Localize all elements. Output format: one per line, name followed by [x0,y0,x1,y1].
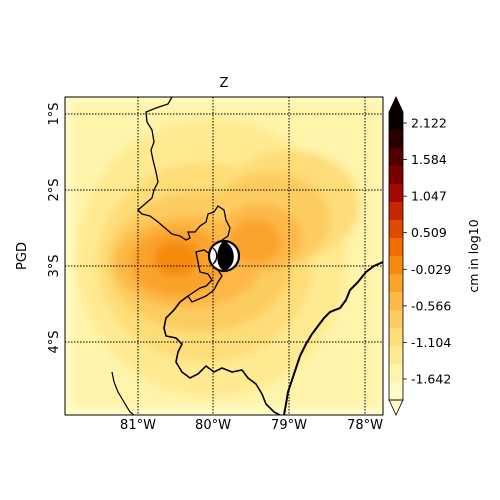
lon-tick-label: 80°W [195,418,231,433]
colorbar-tick-label: -1.642 [411,372,451,387]
colorbar-band [389,328,403,346]
colorbar-band [389,238,403,256]
colorbar-band [389,292,403,310]
colorbar-band [389,220,403,238]
colorbar-band [389,364,403,382]
latitude-ticks: 1°S 2°S 3°S 4°S [47,102,62,353]
colorbar-tick-label: 0.509 [411,225,447,240]
colorbar-tick-label: 2.122 [411,116,447,131]
colorbar-label: cm in log10 [466,219,481,292]
colorbar-band [389,112,403,130]
colorbar-band [389,274,403,292]
colorbar-band [389,256,403,274]
colorbar-ticks: 2.122 1.584 1.047 0.509 -0.029 -0.566 -1.104 -1… [403,116,451,387]
colorbar-tick-label: 1.047 [411,189,447,204]
lon-tick-label: 81°W [120,418,156,433]
colorbar-band [389,184,403,202]
colorbar-band [389,346,403,364]
colorbar: 2.122 1.584 1.047 0.509 -0.029 -0.566 -1.104 -1… [389,97,481,415]
colorbar-band [389,130,403,148]
colorbar-band [389,202,403,220]
colorbar-tick-label: 1.584 [411,152,447,167]
colorbar-extend-min [389,400,403,415]
colorbar-tick-label: -1.104 [411,335,451,350]
colorbar-extend-max [389,97,403,112]
lat-tick-label: 1°S [47,102,62,125]
colorbar-tick-label: -0.029 [411,262,451,277]
map-panel [65,97,383,415]
lon-tick-label: 79°W [271,418,307,433]
colorbar-tick-label: -0.566 [411,298,451,313]
side-label: PGD [15,242,30,270]
colorbar-band [389,382,403,400]
focal-mechanism-beachball [209,241,239,271]
colorbar-band [389,166,403,184]
lat-tick-label: 2°S [47,178,62,201]
lat-tick-label: 4°S [47,330,62,353]
longitude-ticks: 81°W 80°W 79°W 78°W [120,418,383,433]
colorbar-bands [389,112,403,400]
lon-tick-label: 78°W [347,418,383,433]
colorbar-band [389,310,403,328]
colorbar-band [389,148,403,166]
map-title: Z [220,76,229,91]
lat-tick-label: 3°S [47,254,62,277]
